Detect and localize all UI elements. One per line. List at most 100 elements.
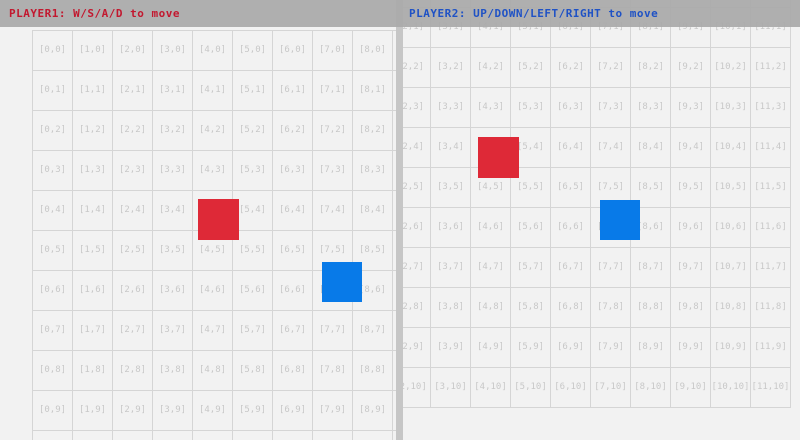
grid-cell: [6,10] — [273, 431, 313, 440]
grid-cell: [6,0] — [273, 31, 313, 71]
grid-cell: [3,2] — [153, 111, 193, 151]
player1-viewport[interactable]: [0,0] [1,0] [2,0] [3,0] [4,0] [5,0] [6,0] [7,0]… — [0, 0, 400, 440]
grid-cell: [8,10] — [353, 431, 393, 440]
grid-cell: [1,3] — [73, 151, 113, 191]
grid-cell: [2,10] — [113, 431, 153, 440]
grid-cell: [5,7] — [511, 248, 551, 288]
grid-cell: [6,7] — [273, 311, 313, 351]
grid-cell: [8,8] — [631, 288, 671, 328]
player2-controls-label: PLAYER2: UP/DOWN/LEFT/RIGHT to move — [409, 7, 659, 20]
grid-cell: [7,1] — [591, 8, 631, 48]
grid-cell: [8,2] — [631, 48, 671, 88]
grid-cell: [9,4] — [671, 128, 711, 168]
grid-cell: [7,7] — [591, 248, 631, 288]
grid-cell: [6,6] — [551, 208, 591, 248]
grid-cell: [3,9] — [431, 328, 471, 368]
grid-cell: [3,6] — [153, 271, 193, 311]
grid-cell: [1,2] — [73, 111, 113, 151]
grid-cell: [2,2] — [113, 111, 153, 151]
grid-cell: [4,6] — [193, 271, 233, 311]
grid-cell: [8,10] — [631, 368, 671, 408]
grid-cell: [3,5] — [431, 168, 471, 208]
grid-cell: [10,2] — [711, 48, 751, 88]
grid-cell: [1,1] — [73, 71, 113, 111]
grid-cell: [4,8] — [193, 351, 233, 391]
grid-cell: [0,5] — [33, 231, 73, 271]
grid-cell: [7,4] — [313, 191, 353, 231]
grid-cell: [3,8] — [431, 288, 471, 328]
grid-cell: [5,0] — [233, 31, 273, 71]
grid-cell: [1,4] — [73, 191, 113, 231]
grid-cell: [3,6] — [431, 208, 471, 248]
grid-cell: [8,0] — [353, 31, 393, 71]
grid-cell: [8,9] — [631, 328, 671, 368]
grid-cell: [2,8] — [400, 288, 431, 328]
grid-cell: [0,8] — [33, 351, 73, 391]
grid-cell: [10,7] — [711, 248, 751, 288]
grid-cell: [10,10] — [711, 368, 751, 408]
grid-cell: [6,3] — [273, 151, 313, 191]
grid-cell: [1,7] — [73, 311, 113, 351]
player1-controls-label: PLAYER1: W/S/A/D to move — [9, 7, 180, 20]
grid-cell: [9,8] — [671, 288, 711, 328]
grid-cell: [5,1] — [233, 71, 273, 111]
grid-cell: [8,9] — [353, 391, 393, 431]
grid-cell: [11,3] — [751, 88, 791, 128]
grid-cell: [11,7] — [751, 248, 791, 288]
grid-cell: [5,4] — [511, 128, 551, 168]
grid-cell: [5,2] — [233, 111, 273, 151]
player2-viewport[interactable]: [0,0][1,0][2,0][3,0][4,0][5,0][6,0][7,0]… — [400, 0, 800, 440]
grid-cell: [2,2] — [400, 48, 431, 88]
grid-cell: [8,8] — [353, 351, 393, 391]
grid-cell: [7,0] — [313, 31, 353, 71]
grid-cell: [5,10] — [233, 431, 273, 440]
grid-cell: [8,7] — [353, 311, 393, 351]
grid-cell: [3,3] — [431, 88, 471, 128]
grid-cell: [4,1] — [193, 71, 233, 111]
grid-cell: [4,7] — [471, 248, 511, 288]
grid-cell: [7,8] — [313, 351, 353, 391]
grid-cell: [8,6] — [631, 208, 671, 248]
grid-cell: [11,6] — [751, 208, 791, 248]
panel-divider — [396, 0, 403, 440]
grid-cell: [6,4] — [273, 191, 313, 231]
grid-cell: [1,10] — [73, 431, 113, 440]
grid-cell: [9,1] — [671, 8, 711, 48]
grid-cell: [3,10] — [153, 431, 193, 440]
player2-blue-square — [600, 200, 640, 240]
grid-cell: [3,3] — [153, 151, 193, 191]
grid-cell: [4,3] — [471, 88, 511, 128]
grid-cell: [5,8] — [511, 288, 551, 328]
grid-cell: [6,2] — [551, 48, 591, 88]
grid-cell: [6,1] — [551, 8, 591, 48]
grid-cell: [7,9] — [591, 328, 631, 368]
grid-cell: [2,3] — [400, 88, 431, 128]
grid-cell: [2,4] — [400, 128, 431, 168]
grid-cell: [4,10] — [471, 368, 511, 408]
grid-cell: [10,5] — [711, 168, 751, 208]
grid-cell: [4,9] — [193, 391, 233, 431]
grid-cell: [2,6] — [400, 208, 431, 248]
grid-cell: [10,8] — [711, 288, 751, 328]
grid-cell: [5,2] — [511, 48, 551, 88]
grid-cell: [3,8] — [153, 351, 193, 391]
grid-cell: [5,3] — [233, 151, 273, 191]
grid-cell: [4,3] — [193, 151, 233, 191]
grid-cell: [8,3] — [353, 151, 393, 191]
grid-cell: [4,5] — [471, 168, 511, 208]
grid-cell: [8,4] — [631, 128, 671, 168]
grid-cell: [7,10] — [591, 368, 631, 408]
grid-cell: [9,9] — [671, 328, 711, 368]
grid-cell: [2,8] — [113, 351, 153, 391]
grid-cell: [9,10] — [671, 368, 711, 408]
grid-cell: [6,1] — [273, 71, 313, 111]
grid-cell: [8,7] — [631, 248, 671, 288]
grid-cell: [7,10] — [313, 431, 353, 440]
grid-cell: [6,5] — [273, 231, 313, 271]
grid-cell: [7,7] — [313, 311, 353, 351]
grid-cell: [8,3] — [631, 88, 671, 128]
grid-cell: [7,3] — [313, 151, 353, 191]
grid-cell: [0,9] — [33, 391, 73, 431]
grid-cell: [2,4] — [113, 191, 153, 231]
